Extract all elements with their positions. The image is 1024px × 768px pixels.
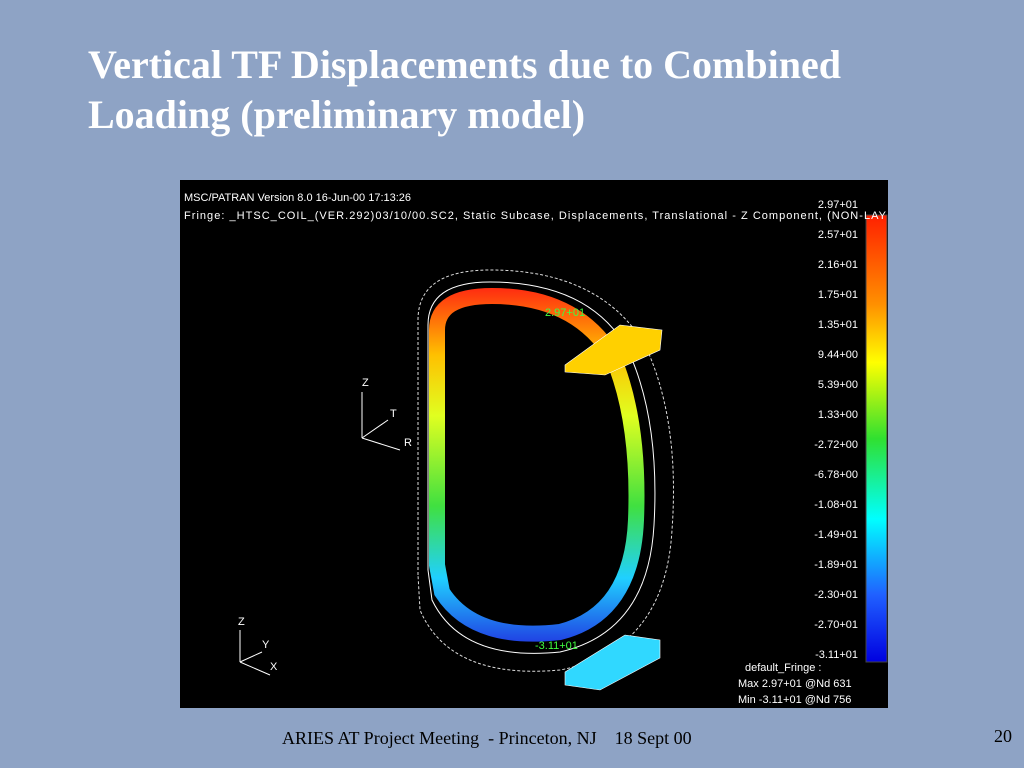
coil (429, 287, 645, 642)
triads (239, 392, 401, 676)
legend-label: 1.35+01 (818, 319, 858, 331)
triad-label: T (390, 408, 397, 420)
fringe-info: default_Fringe : (745, 662, 821, 674)
color-bar (865, 214, 888, 663)
legend-label: -1.49+01 (814, 529, 858, 541)
slide-title: Vertical TF Displacements due to Combine… (88, 42, 841, 137)
triad-label: R (404, 437, 412, 449)
legend-label: 9.44+00 (818, 349, 858, 361)
legend-label: 1.33+00 (818, 409, 858, 421)
triad-label: Y (262, 639, 270, 651)
legend-label: -1.08+01 (814, 499, 858, 511)
coil-support (564, 634, 661, 691)
coil-support (564, 324, 663, 376)
wireframe (417, 269, 674, 672)
triad-label: X (270, 661, 278, 673)
page-number: 20 (994, 726, 1012, 746)
legend-label: 2.97+01 (818, 199, 858, 211)
legend-label: -3.11+01 (815, 649, 858, 661)
header-line: Fringe: _HTSC_COIL_(VER.292)03/10/00.SC2… (184, 210, 887, 222)
legend-label: -2.30+01 (814, 589, 858, 601)
legend-label: 2.57+01 (818, 229, 858, 241)
header-line: MSC/PATRAN Version 8.0 16-Jun-00 17:13:2… (184, 192, 411, 204)
fringe-info: Max 2.97+01 @Nd 631 (738, 678, 852, 690)
legend-label: 2.16+01 (818, 259, 858, 271)
triad-label: Z (362, 377, 369, 389)
triad-label: Z (238, 616, 245, 628)
slide-footer: ARIES AT Project Meeting - Princeton, NJ… (282, 728, 692, 748)
legend-label: 5.39+00 (818, 379, 858, 391)
legend-label: -2.72+00 (814, 439, 858, 451)
legend-label: 1.75+01 (818, 289, 858, 301)
legend-label: -6.78+00 (814, 469, 858, 481)
wireframe (427, 281, 656, 654)
model-label: 2.97+01 (545, 307, 585, 319)
viewport (180, 180, 888, 708)
legend-label: -1.89+01 (814, 559, 858, 571)
fringe-info: Min -3.11+01 @Nd 756 (738, 694, 851, 706)
model-label: -3.11+01 (535, 640, 578, 652)
legend-label: -2.70+01 (814, 619, 858, 631)
